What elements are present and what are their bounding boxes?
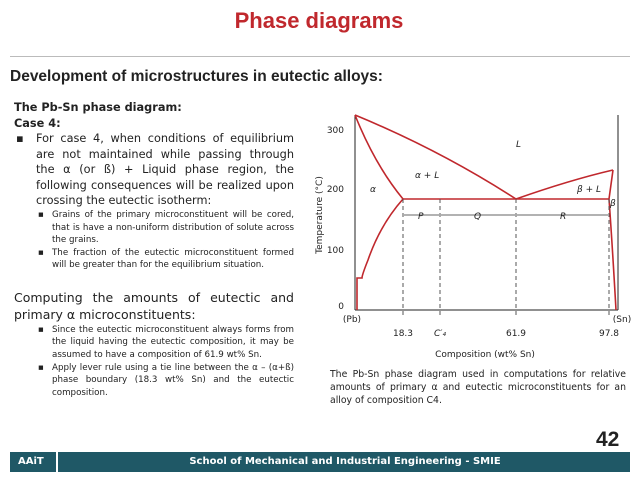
region: α + L bbox=[415, 171, 439, 181]
region: L bbox=[516, 140, 521, 150]
sub-bullet: The fraction of the eutectic microconsti… bbox=[14, 247, 294, 272]
x-tick: 61.9 bbox=[506, 329, 526, 339]
slide-title: Phase diagrams bbox=[234, 8, 404, 33]
region: Q bbox=[474, 212, 481, 222]
x-tick: C′₄ bbox=[434, 329, 446, 339]
x-label: Composition (wt% Sn) bbox=[435, 350, 535, 360]
caption: The Pb-Sn phase diagram used in computat… bbox=[330, 369, 626, 407]
sub-bullet: Apply lever rule using a tie line betwee… bbox=[14, 362, 294, 400]
phase-diagram: 300 200 100 0 Temperature (°C) (Pb) (Sn)… bbox=[315, 114, 631, 360]
region: β bbox=[609, 199, 616, 209]
intro: The Pb-Sn phase diagram: bbox=[14, 101, 182, 114]
footer-left: AAiT bbox=[10, 452, 58, 472]
y-tick: 200 bbox=[327, 185, 344, 195]
dashes bbox=[402, 199, 610, 318]
footer-bar bbox=[10, 452, 630, 472]
y-tick: 100 bbox=[327, 246, 344, 256]
end-label: (Pb) bbox=[343, 315, 361, 325]
case: Case 4: bbox=[14, 116, 61, 130]
solvus bbox=[356, 198, 404, 310]
y-tick: 0 bbox=[338, 302, 344, 312]
sub-bullet: Grains of the primary microconstituent w… bbox=[14, 209, 294, 247]
sub-bullet: Since the eutectic microconstituent alwa… bbox=[14, 324, 294, 362]
x-tick: 97.8 bbox=[599, 329, 619, 339]
region: R bbox=[560, 212, 566, 222]
computing: Computing the amounts of eutectic and pr… bbox=[14, 290, 294, 322]
footer-center: School of Mechanical and Industrial Engi… bbox=[189, 456, 501, 467]
solvus bbox=[608, 198, 617, 311]
heading: Development of microstructures in eutect… bbox=[10, 68, 383, 85]
bullet: For case 4, when conditions of equilibri… bbox=[14, 131, 294, 209]
solidus bbox=[354, 114, 404, 200]
region: P bbox=[418, 212, 424, 222]
liquidus bbox=[354, 114, 517, 200]
page-number: 42 bbox=[596, 428, 620, 451]
y-label: Temperature (°C) bbox=[315, 176, 325, 255]
liquidus bbox=[515, 169, 614, 200]
text-column: The Pb-Sn phase diagram: Case 4: For cas… bbox=[14, 100, 294, 400]
y-tick: 300 bbox=[327, 126, 344, 136]
end-label: (Sn) bbox=[613, 315, 631, 325]
region: β + L bbox=[576, 185, 601, 195]
x-tick: 18.3 bbox=[393, 329, 413, 339]
solidus bbox=[608, 169, 614, 200]
region: α bbox=[370, 185, 376, 195]
divider bbox=[10, 56, 630, 57]
